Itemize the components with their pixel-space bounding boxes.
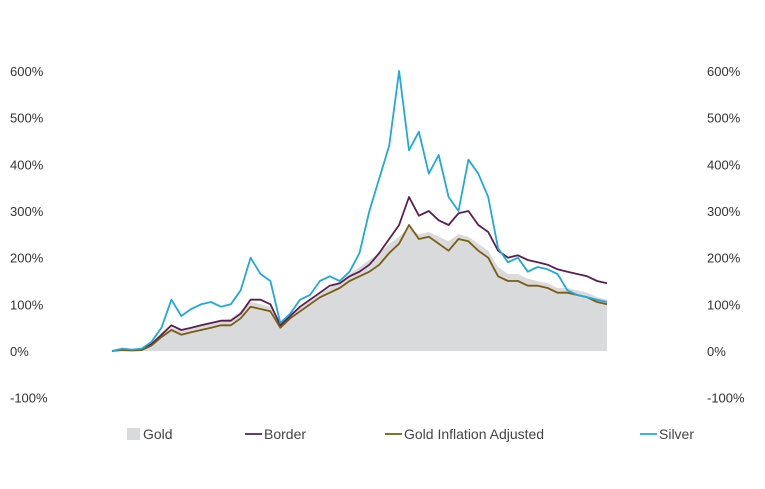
y-tick-label-left: -100% [10, 391, 48, 406]
gold-area [112, 227, 607, 351]
y-tick-label-left: 0% [10, 344, 29, 359]
y-tick-label-left: 600% [10, 64, 44, 79]
y-tick-label-left: 500% [10, 111, 44, 126]
border-line [111, 196, 608, 352]
y-tick-label-right: -100% [707, 391, 745, 406]
legend-label-border: Border [264, 426, 306, 442]
y-tick-label-right: 600% [707, 64, 741, 79]
gold-inflation-adjusted-line [111, 224, 608, 352]
y-tick-label-right: 400% [707, 157, 741, 172]
y-tick-label-left: 100% [10, 297, 44, 312]
y-tick-label-right: 300% [707, 204, 741, 219]
legend-swatch-gold [127, 428, 140, 440]
y-tick-label-right: 100% [707, 297, 741, 312]
y-tick-label-left: 200% [10, 251, 44, 266]
legend-label-silver: Silver [659, 426, 694, 442]
y-tick-label-right: 500% [707, 111, 741, 126]
y-tick-label-left: 400% [10, 157, 44, 172]
y-tick-label-right: 200% [707, 251, 741, 266]
legend-label-gold-inflation-adjusted: Gold Inflation Adjusted [404, 426, 544, 442]
y-tick-label-left: 300% [10, 204, 44, 219]
legend-label-gold: Gold [143, 426, 173, 442]
y-tick-label-right: 0% [707, 344, 726, 359]
silver-line [111, 70, 608, 352]
